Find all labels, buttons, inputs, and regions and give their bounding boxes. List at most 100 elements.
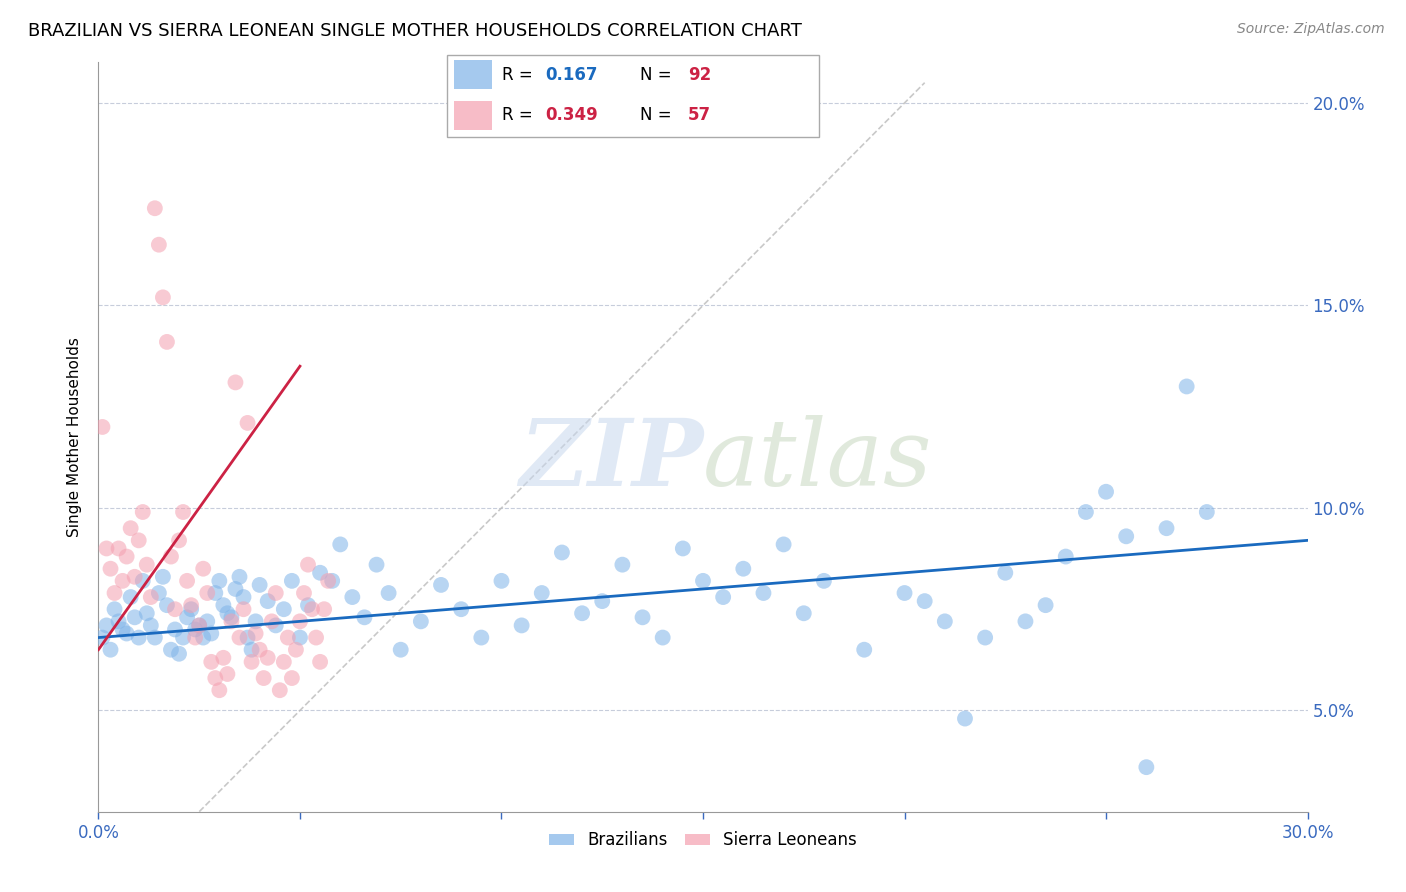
Sierra Leoneans bbox=[156, 334, 179, 349]
Brazilians bbox=[163, 623, 186, 637]
Brazilians bbox=[156, 598, 179, 612]
Sierra Leoneans bbox=[314, 602, 336, 616]
Brazilians bbox=[1156, 521, 1178, 535]
Brazilians bbox=[366, 558, 388, 572]
Sierra Leoneans bbox=[297, 558, 319, 572]
Brazilians bbox=[1135, 760, 1157, 774]
Sierra Leoneans bbox=[208, 683, 231, 698]
Brazilians bbox=[256, 594, 278, 608]
Sierra Leoneans bbox=[100, 562, 122, 576]
Sierra Leoneans bbox=[96, 541, 118, 556]
Brazilians bbox=[1035, 598, 1057, 612]
Brazilians bbox=[221, 610, 243, 624]
Sierra Leoneans bbox=[228, 631, 250, 645]
FancyBboxPatch shape bbox=[454, 61, 492, 89]
Sierra Leoneans bbox=[139, 590, 162, 604]
Sierra Leoneans bbox=[269, 683, 291, 698]
Brazilians bbox=[193, 631, 215, 645]
Sierra Leoneans bbox=[148, 237, 170, 252]
Sierra Leoneans bbox=[107, 541, 129, 556]
Sierra Leoneans bbox=[188, 618, 211, 632]
Brazilians bbox=[249, 578, 271, 592]
Sierra Leoneans bbox=[91, 420, 114, 434]
Brazilians bbox=[281, 574, 304, 588]
Brazilians bbox=[100, 642, 122, 657]
Brazilians bbox=[321, 574, 343, 588]
Sierra Leoneans bbox=[124, 570, 146, 584]
Text: ZIP: ZIP bbox=[519, 415, 703, 505]
FancyBboxPatch shape bbox=[447, 55, 818, 136]
Sierra Leoneans bbox=[245, 626, 267, 640]
Sierra Leoneans bbox=[193, 562, 215, 576]
Sierra Leoneans bbox=[135, 558, 157, 572]
Sierra Leoneans bbox=[195, 586, 218, 600]
Text: 57: 57 bbox=[688, 106, 711, 124]
Text: 0.349: 0.349 bbox=[546, 106, 598, 124]
Brazilians bbox=[208, 574, 231, 588]
Sierra Leoneans bbox=[217, 667, 239, 681]
Brazilians bbox=[148, 586, 170, 600]
Brazilians bbox=[240, 642, 263, 657]
Sierra Leoneans bbox=[115, 549, 138, 564]
Sierra Leoneans bbox=[172, 505, 194, 519]
Brazilians bbox=[342, 590, 364, 604]
Sierra Leoneans bbox=[200, 655, 222, 669]
Sierra Leoneans bbox=[103, 586, 125, 600]
Sierra Leoneans bbox=[212, 650, 235, 665]
Brazilians bbox=[297, 598, 319, 612]
Brazilians bbox=[1014, 615, 1036, 629]
Brazilians bbox=[994, 566, 1017, 580]
Brazilians bbox=[176, 610, 198, 624]
Text: R =: R = bbox=[502, 106, 537, 124]
Brazilians bbox=[111, 623, 134, 637]
Brazilians bbox=[353, 610, 375, 624]
Sierra Leoneans bbox=[273, 655, 295, 669]
Text: BRAZILIAN VS SIERRA LEONEAN SINGLE MOTHER HOUSEHOLDS CORRELATION CHART: BRAZILIAN VS SIERRA LEONEAN SINGLE MOTHE… bbox=[28, 22, 801, 40]
Brazilians bbox=[139, 618, 162, 632]
Brazilians bbox=[152, 570, 174, 584]
Sierra Leoneans bbox=[152, 290, 174, 304]
Brazilians bbox=[128, 631, 150, 645]
Brazilians bbox=[591, 594, 613, 608]
Brazilians bbox=[1115, 529, 1137, 543]
Brazilians bbox=[264, 618, 287, 632]
Brazilians bbox=[273, 602, 295, 616]
Brazilians bbox=[612, 558, 634, 572]
Brazilians bbox=[733, 562, 755, 576]
Brazilians bbox=[200, 626, 222, 640]
Brazilians bbox=[228, 570, 250, 584]
Text: N =: N = bbox=[640, 66, 678, 84]
Sierra Leoneans bbox=[281, 671, 304, 685]
Brazilians bbox=[180, 602, 202, 616]
Sierra Leoneans bbox=[221, 615, 243, 629]
Brazilians bbox=[651, 631, 673, 645]
Brazilians bbox=[309, 566, 332, 580]
Sierra Leoneans bbox=[111, 574, 134, 588]
Brazilians bbox=[236, 631, 259, 645]
Brazilians bbox=[132, 574, 155, 588]
Brazilians bbox=[752, 586, 775, 600]
Sierra Leoneans bbox=[160, 549, 183, 564]
Sierra Leoneans bbox=[167, 533, 190, 548]
Sierra Leoneans bbox=[292, 586, 315, 600]
Brazilians bbox=[953, 712, 976, 726]
Brazilians bbox=[551, 545, 574, 559]
Brazilians bbox=[510, 618, 533, 632]
Brazilians bbox=[1054, 549, 1077, 564]
Brazilians bbox=[143, 631, 166, 645]
Brazilians bbox=[224, 582, 246, 596]
Sierra Leoneans bbox=[253, 671, 276, 685]
Brazilians bbox=[450, 602, 472, 616]
Sierra Leoneans bbox=[309, 655, 332, 669]
Sierra Leoneans bbox=[184, 631, 207, 645]
Sierra Leoneans bbox=[128, 533, 150, 548]
Brazilians bbox=[914, 594, 936, 608]
Brazilians bbox=[96, 618, 118, 632]
Brazilians bbox=[1195, 505, 1218, 519]
Brazilians bbox=[91, 631, 114, 645]
Brazilians bbox=[217, 607, 239, 621]
Brazilians bbox=[772, 537, 794, 551]
Sierra Leoneans bbox=[277, 631, 299, 645]
Brazilians bbox=[120, 590, 142, 604]
Brazilians bbox=[232, 590, 254, 604]
